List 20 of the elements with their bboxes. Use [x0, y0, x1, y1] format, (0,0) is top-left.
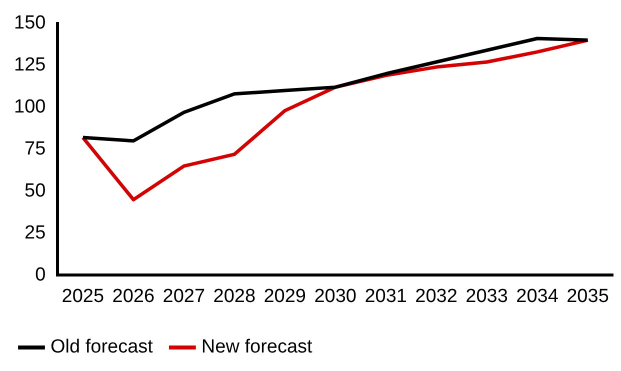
legend-label: New forecast [201, 336, 314, 358]
y-tick-label: 50 [24, 180, 46, 202]
x-tick-label: 2028 [213, 286, 256, 307]
y-tick-label: 150 [14, 12, 46, 34]
y-tick-label: 75 [24, 138, 46, 160]
x-tick-label: 2034 [516, 286, 559, 307]
x-tick-label: 2033 [466, 286, 508, 307]
legend-label: Old forecast [50, 336, 154, 358]
x-tick-label: 2025 [62, 286, 104, 307]
x-tick-label: 2030 [314, 286, 356, 307]
x-tick-label: 2032 [415, 286, 458, 307]
y-tick-label: 0 [35, 264, 46, 286]
x-tick-label: 2029 [264, 286, 306, 307]
y-tick-label: 100 [14, 96, 46, 118]
x-tick-label: 2031 [364, 286, 407, 307]
x-tick-label: 2035 [566, 286, 609, 307]
y-tick-label: 125 [14, 54, 46, 76]
x-tick-label: 2027 [162, 286, 206, 307]
x-tick-label: 2026 [112, 286, 155, 307]
y-tick-label: 25 [24, 222, 46, 244]
